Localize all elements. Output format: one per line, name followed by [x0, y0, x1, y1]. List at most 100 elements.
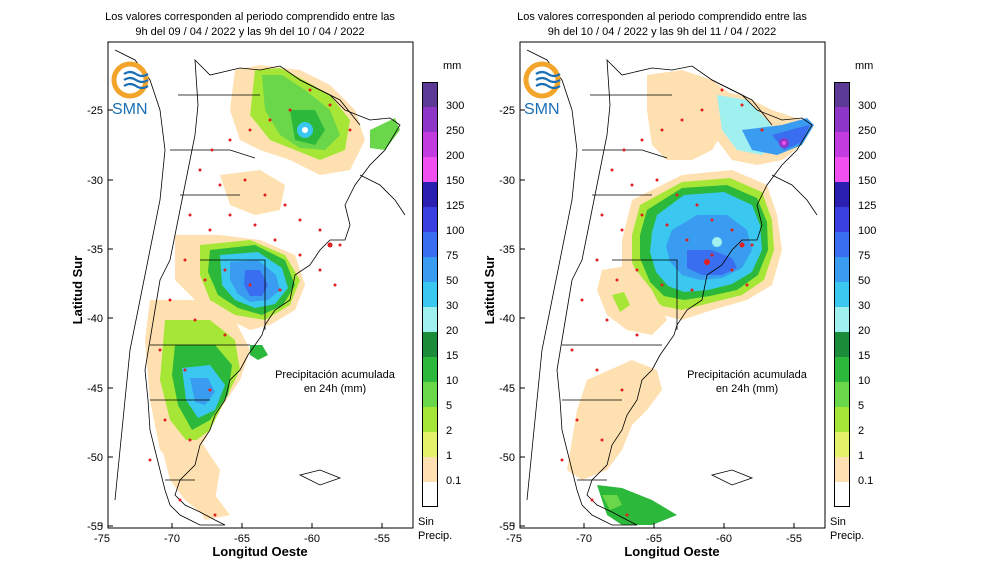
legend-label: 1: [858, 450, 865, 462]
legend-swatch: [834, 332, 850, 357]
precipitation-map: SMN -25 -30 -35 -40 -45 -50 -55 -75 -70 …: [70, 41, 414, 559]
legend-swatch: [834, 207, 850, 232]
legend-swatch: [834, 232, 850, 257]
legend-label: 30: [446, 300, 459, 312]
legend-swatch: [422, 432, 438, 457]
legend-label: 5: [446, 400, 453, 412]
legend-label: 100: [446, 225, 465, 237]
station-dots: [148, 88, 352, 517]
svg-text:-40: -40: [499, 313, 515, 325]
legend-swatch: [422, 357, 438, 382]
legend-swatch: [422, 307, 438, 332]
legend-swatch: [422, 157, 438, 182]
no-precip-label: Sin Precip.: [418, 516, 453, 542]
legend-label: 10: [858, 375, 871, 387]
legend-label: 150: [858, 175, 877, 187]
svg-text:-70: -70: [576, 533, 592, 545]
precip-note: Precipitación acumulada en 24h (mm): [687, 369, 807, 395]
precip-field: [567, 70, 814, 525]
legend-swatch: [834, 82, 850, 107]
legend-swatch: [834, 282, 850, 307]
legend-swatch: [422, 107, 438, 132]
legend-swatch: [422, 457, 438, 482]
map-panel-1: Los valores corresponden al periodo comp…: [70, 11, 465, 559]
y-axis-label: Latitud Sur: [482, 256, 497, 325]
legend-label: 250: [858, 125, 877, 137]
y-ticks: -25 -30 -35 -40 -45 -50 -55: [499, 105, 525, 533]
map-title: Los valores corresponden al periodo comp…: [517, 11, 807, 38]
map-panel-2: Los valores corresponden al periodo comp…: [412, 0, 912, 572]
legend-swatch: [834, 482, 850, 507]
legend-swatch: [834, 382, 850, 407]
legend-swatch: [422, 482, 438, 507]
legend-label: 20: [446, 325, 459, 337]
legend-label: 2: [858, 425, 865, 437]
legend-label: 150: [446, 175, 465, 187]
legend-label: 100: [858, 225, 877, 237]
legend-swatch: [422, 207, 438, 232]
legend-swatch: [834, 182, 850, 207]
map-title: Los valores corresponden al periodo comp…: [105, 11, 395, 38]
legend-label: 200: [858, 150, 877, 162]
legend-swatch: [422, 382, 438, 407]
legend-swatch: [834, 432, 850, 457]
legend-label: 50: [446, 275, 459, 287]
legend-label: 75: [858, 250, 871, 262]
legend-swatch: [422, 282, 438, 307]
svg-text:-35: -35: [87, 244, 103, 256]
svg-text:-60: -60: [716, 533, 732, 545]
svg-text:-50: -50: [87, 452, 103, 464]
svg-text:-70: -70: [164, 533, 180, 545]
svg-text:-75: -75: [506, 533, 522, 545]
legend-label: 300: [858, 100, 877, 112]
legend-swatch: [422, 332, 438, 357]
legend-swatch: [834, 107, 850, 132]
svg-text:-55: -55: [499, 521, 515, 533]
x-axis-label: Longitud Oeste: [212, 544, 307, 559]
svg-text:-25: -25: [499, 105, 515, 117]
x-ticks: -75 -70 -65 -60 -55: [506, 523, 802, 545]
svg-text:SMN: SMN: [112, 101, 148, 118]
legend-label: 30: [858, 300, 871, 312]
svg-text:-25: -25: [87, 105, 103, 117]
legend-label: 250: [446, 125, 465, 137]
legend-label: 20: [858, 325, 871, 337]
legend-swatch: [422, 257, 438, 282]
legend-label: 15: [446, 350, 459, 362]
legend-label: 10: [446, 375, 459, 387]
smn-logo: SMN: [111, 61, 149, 118]
legend-label: 300: [446, 100, 465, 112]
legend-swatch: [834, 157, 850, 182]
svg-text:-55: -55: [87, 521, 103, 533]
legend-label: 200: [446, 150, 465, 162]
svg-text:-40: -40: [87, 313, 103, 325]
smn-logo: SMN: [523, 61, 561, 118]
x-axis-label: Longitud Oeste: [624, 544, 719, 559]
legend-label: 2: [446, 425, 453, 437]
precip-note: Precipitación acumulada en 24h (mm): [275, 369, 395, 395]
legend-label: 0.1: [446, 475, 462, 487]
legend-label: 0.1: [858, 475, 874, 487]
legend-swatch: [422, 182, 438, 207]
svg-text:-30: -30: [499, 175, 515, 187]
svg-text:-65: -65: [234, 533, 250, 545]
legend-swatch: [834, 257, 850, 282]
svg-text:-65: -65: [646, 533, 662, 545]
svg-text:-45: -45: [87, 383, 103, 395]
legend-swatch: [834, 457, 850, 482]
legend-label: 5: [858, 400, 865, 412]
legend-label: 15: [858, 350, 871, 362]
legend-swatch: [834, 307, 850, 332]
svg-text:-30: -30: [87, 175, 103, 187]
legend-label: 125: [858, 200, 877, 212]
svg-text:-35: -35: [499, 244, 515, 256]
svg-text:-60: -60: [304, 533, 320, 545]
legend-swatch: [422, 407, 438, 432]
svg-text:SMN: SMN: [524, 101, 560, 118]
svg-text:-55: -55: [786, 533, 802, 545]
legend-swatch: [834, 132, 850, 157]
svg-text:-55: -55: [374, 533, 390, 545]
svg-text:-50: -50: [499, 452, 515, 464]
legend-label: 50: [858, 275, 871, 287]
precipitation-map: SMN -25 -30 -35 -40 -45 -50 -55 -75 -70 …: [482, 41, 826, 559]
